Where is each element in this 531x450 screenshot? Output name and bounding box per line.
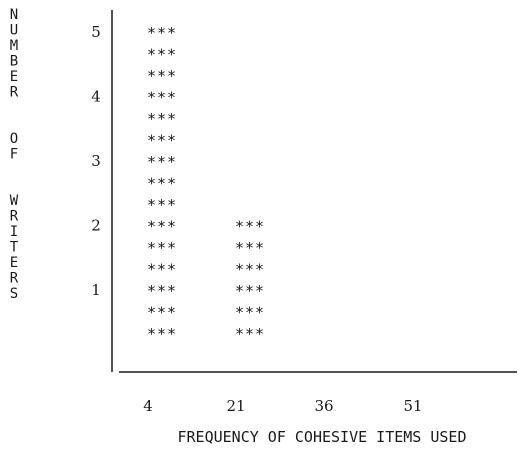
y-axis-label-letter: E bbox=[10, 69, 18, 85]
y-tick-labels: 1 2 3 4 5 bbox=[91, 23, 101, 299]
y-tick-label: 3 bbox=[91, 152, 101, 170]
y-axis-label-letter: N bbox=[10, 7, 18, 23]
x-axis-label: FREQUENCY OF COHESIVE ITEMS USED bbox=[178, 428, 467, 446]
bars: ****************************************… bbox=[147, 24, 265, 344]
x-tick-label: 51 bbox=[403, 397, 422, 415]
x-tick-label: 36 bbox=[314, 397, 333, 415]
bar-mark-row: *** bbox=[147, 304, 177, 322]
bar-mark-row: *** bbox=[147, 46, 177, 64]
bar-mark-row: *** bbox=[147, 132, 177, 150]
bar-mark-row: *** bbox=[147, 67, 177, 85]
bar-mark-row: *** bbox=[147, 325, 177, 343]
y-axis-label-letter: R bbox=[10, 85, 19, 101]
bar-mark-row: *** bbox=[235, 304, 265, 322]
bar-mark-row: *** bbox=[147, 196, 177, 214]
bar-mark-row: *** bbox=[147, 153, 177, 171]
bar-21: *** *** *** *** *** *** bbox=[235, 218, 265, 344]
bar-mark-row: *** bbox=[147, 89, 177, 107]
y-tick-label: 1 bbox=[91, 281, 101, 299]
bar-mark-row: *** bbox=[235, 261, 265, 279]
bar-mark-row: *** bbox=[235, 325, 265, 343]
y-axis-label-letter: E bbox=[10, 255, 18, 271]
y-axis-label-letter: O bbox=[10, 131, 18, 147]
bar-mark-row: *** bbox=[147, 282, 177, 300]
y-axis-label-letter: U bbox=[10, 23, 18, 39]
bar-mark-row: *** bbox=[147, 24, 177, 42]
bar-mark-row: *** bbox=[235, 239, 265, 257]
y-axis-label-letter: W bbox=[10, 193, 19, 209]
x-tick-label: 4 bbox=[143, 397, 153, 415]
bar-mark-row: *** bbox=[147, 218, 177, 236]
y-axis-label-letter: R bbox=[10, 271, 19, 287]
y-tick-label: 2 bbox=[91, 217, 101, 235]
bar-mark-row: *** bbox=[147, 239, 177, 257]
bar-mark-row: *** bbox=[147, 261, 177, 279]
y-axis-label-letter: R bbox=[10, 209, 19, 225]
y-axis-label-letter: F bbox=[10, 147, 18, 163]
x-tick-labels: 4 21 36 51 bbox=[143, 397, 422, 415]
bar-4: *** *** *** *** *** *** *** *** *** *** *** *** *** *… bbox=[147, 24, 177, 343]
bar-mark-row: *** bbox=[235, 218, 265, 236]
y-axis-label-letter: M bbox=[10, 38, 18, 54]
y-axis-label-letter: T bbox=[10, 240, 19, 256]
x-tick-label: 21 bbox=[226, 397, 245, 415]
bar-mark-row: *** bbox=[147, 175, 177, 193]
bar-mark-row: *** bbox=[147, 110, 177, 128]
y-axis-label-letter: I bbox=[10, 224, 18, 240]
y-tick-label: 5 bbox=[91, 23, 101, 41]
y-axis-label-letter: S bbox=[10, 286, 18, 302]
y-tick-label: 4 bbox=[91, 88, 101, 106]
y-axis-label-letter: B bbox=[10, 54, 18, 70]
bar-mark-row: *** bbox=[235, 282, 265, 300]
